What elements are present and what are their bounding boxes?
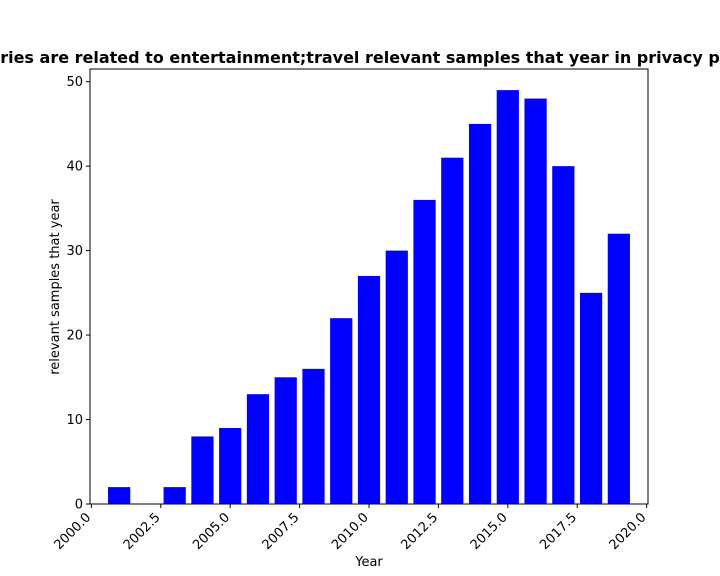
bar-2019 — [607, 233, 630, 504]
bar-2010 — [357, 275, 381, 504]
bar-2003 — [163, 487, 186, 504]
y-tick-label: 20 — [66, 329, 83, 344]
x-tick-label: 2007.5 — [260, 510, 303, 553]
bar-2005 — [219, 427, 242, 504]
x-tick-label: 2010.0 — [329, 510, 372, 553]
y-axis-label: relevant samples that year — [48, 199, 63, 375]
bar-2001 — [108, 487, 131, 504]
x-tick-label: 2002.5 — [121, 510, 164, 553]
bar-2015 — [496, 90, 519, 504]
bar-2004 — [191, 436, 214, 504]
bar-2013 — [441, 157, 464, 504]
bar-2018 — [579, 292, 603, 504]
y-tick-label: 10 — [66, 413, 83, 428]
bar-2009 — [330, 318, 353, 504]
x-axis-ticks: 2000.0 2002.5 2005.0 2007.5 2010.0 2012.5 2015… — [51, 504, 649, 553]
bar-2016 — [524, 98, 547, 504]
x-tick-label: 2005.0 — [190, 510, 233, 553]
bar-2011 — [385, 250, 408, 504]
chart-title: ries are related to entertainment;travel… — [0, 48, 720, 67]
bars-group — [108, 90, 630, 504]
bar-2006 — [246, 394, 270, 504]
y-axis-ticks: 0 10 20 30 40 50 — [66, 75, 90, 513]
y-tick-label: 40 — [66, 160, 83, 175]
x-tick-label: 2012.5 — [398, 510, 441, 553]
x-tick-label: 2020.0 — [607, 510, 650, 553]
y-tick-label: 50 — [66, 75, 83, 90]
x-tick-label: 2000.0 — [51, 510, 94, 553]
bar-2007 — [274, 377, 297, 504]
bar-2008 — [302, 368, 325, 504]
bar-2017 — [552, 166, 575, 504]
y-tick-label: 30 — [66, 244, 83, 259]
x-tick-label: 2017.5 — [537, 510, 580, 553]
x-tick-label: 2015.0 — [468, 510, 511, 553]
x-axis-label: Year — [354, 555, 383, 570]
bar-2014 — [468, 123, 492, 504]
y-tick-label: 0 — [75, 498, 83, 513]
bar-2012 — [413, 199, 436, 504]
